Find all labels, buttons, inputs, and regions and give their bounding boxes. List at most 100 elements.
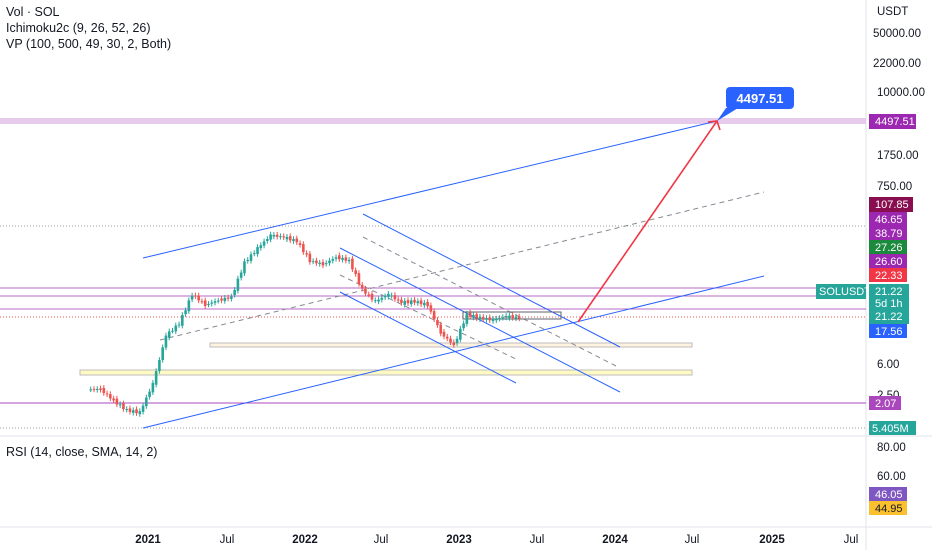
candle-body — [439, 324, 443, 334]
candle-body — [174, 325, 178, 332]
target-level-band[interactable] — [0, 118, 866, 124]
candle-body — [92, 389, 96, 391]
candle-body — [262, 241, 266, 246]
candle-body — [315, 260, 318, 264]
price-badge-46 — [869, 212, 907, 226]
candle-body — [324, 263, 328, 265]
candle-body — [364, 288, 367, 294]
candle-body — [272, 234, 276, 237]
candle-body — [230, 296, 233, 299]
candle-body — [125, 409, 129, 411]
candle-body — [396, 299, 400, 301]
callout-label: 4497.51 — [737, 91, 784, 106]
zone-rect-lower[interactable] — [79, 369, 693, 376]
time-tick-jul-2021: Jul — [220, 534, 235, 546]
candle-body — [200, 301, 204, 303]
price-badge-4497 — [869, 114, 916, 129]
candle-body — [167, 331, 171, 338]
symbol-badge[interactable] — [816, 284, 866, 299]
legend-ichimoku[interactable]: Ichimoku2c (9, 26, 52, 26) — [6, 21, 151, 35]
time-axis[interactable]: 2021 Jul 2022 Jul 2023 Jul 2024 Jul 2025… — [135, 534, 858, 546]
candle-body — [266, 239, 269, 241]
candle-body — [468, 312, 472, 317]
candle-body — [481, 316, 485, 320]
candle-body — [426, 301, 429, 307]
channel-upper-line[interactable] — [142, 120, 718, 259]
countdown-label: 5d 1h — [875, 298, 903, 310]
symbol-badge-label: SOLUSDT — [819, 286, 871, 298]
channel-lower-line[interactable] — [142, 275, 765, 429]
candle-body — [387, 293, 390, 297]
candle-body — [220, 298, 223, 301]
candle-body — [112, 398, 115, 401]
candle-body — [233, 289, 236, 296]
candle-body — [288, 236, 292, 241]
callout-pointer — [717, 108, 738, 121]
price-badge-current — [869, 284, 909, 324]
target-callout[interactable]: 4497.51 — [717, 87, 794, 121]
candle-body — [514, 316, 518, 319]
candle-body — [328, 260, 331, 264]
candle-body — [485, 318, 488, 320]
candle-body — [475, 314, 478, 319]
candle-body — [318, 262, 321, 265]
candle-body — [495, 318, 498, 321]
candle-body — [138, 411, 142, 415]
candle-body — [416, 301, 420, 304]
price-tick: 750.00 — [877, 181, 912, 193]
candle-body — [302, 244, 305, 253]
channel-mid-dashed[interactable] — [159, 191, 765, 341]
candle-body — [334, 257, 338, 259]
price-tick: 50000.00 — [873, 28, 921, 40]
rsi-badge — [869, 487, 907, 501]
candle-body — [292, 239, 295, 242]
candle-body — [357, 273, 361, 285]
candle-body — [102, 387, 106, 394]
price-tick: 1750.00 — [877, 150, 919, 162]
candle-body — [413, 299, 416, 303]
candle-body — [472, 315, 475, 318]
candle-body — [285, 236, 289, 240]
candle-body — [158, 360, 161, 372]
legend-volume-profile[interactable]: VP (100, 500, 49, 30, 2, Both) — [6, 37, 172, 51]
time-tick-2025: 2025 — [759, 534, 785, 546]
down-channel-dash-1[interactable] — [362, 236, 617, 367]
candle-body — [226, 297, 230, 299]
down-channel-top[interactable] — [362, 213, 621, 348]
candle-body — [370, 293, 374, 300]
candle-body — [377, 299, 380, 302]
candle-body — [171, 330, 174, 332]
target-arrow[interactable] — [577, 120, 718, 323]
price-badge-label: 27.26 — [875, 242, 903, 254]
time-tick-2021: 2021 — [135, 534, 161, 546]
price-axis[interactable]: USDT 50000.00 22000.00 10000.00 1750.00 … — [873, 6, 925, 402]
candle-body — [118, 404, 122, 406]
candle-body — [164, 335, 168, 348]
down-channel-dash-2[interactable] — [339, 274, 519, 361]
candle-body — [249, 254, 253, 261]
rsi-axis[interactable]: 80.00 60.00 46.05 44.95 — [869, 442, 907, 515]
rsi-ma-badge-label: 44.95 — [875, 503, 903, 515]
candle-body — [145, 397, 148, 407]
legend-volume[interactable]: Vol · SOL — [6, 5, 60, 19]
candle-body — [151, 382, 155, 393]
candle-body — [154, 371, 158, 385]
candle-body — [321, 262, 325, 266]
candle-body — [452, 342, 456, 346]
price-tick: 10000.00 — [877, 87, 925, 99]
price-badge-label: 17.56 — [875, 326, 903, 338]
down-channel-bottom[interactable] — [339, 291, 517, 384]
candle-body — [400, 299, 403, 303]
candle-body — [115, 398, 119, 405]
consolidation-box[interactable] — [462, 311, 562, 320]
candle-body — [236, 278, 240, 291]
price-badge-17 — [869, 324, 907, 338]
candle-body — [373, 300, 377, 302]
candle-body — [488, 317, 492, 321]
candle-body — [197, 295, 200, 301]
candle-body — [95, 389, 99, 391]
candle-body — [148, 391, 151, 397]
legend-rsi[interactable]: RSI (14, close, SMA, 14, 2) — [6, 445, 158, 459]
axis-unit: USDT — [877, 6, 908, 18]
